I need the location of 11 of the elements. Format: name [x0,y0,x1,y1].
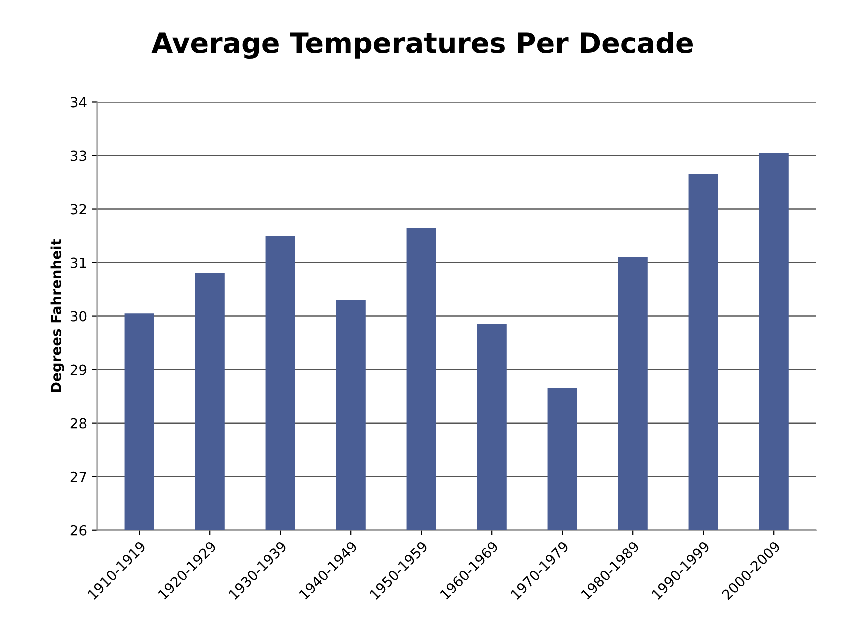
y-tick-label: 26 [70,525,87,536]
y-tick-label: 27 [70,472,86,482]
y-tick-label: 33 [70,150,86,162]
chart-title: Average Temperatures Per Decade [152,32,693,60]
y-tick-label: 30 [70,311,87,322]
y-tick-label: 34 [70,97,87,108]
y-axis-title: Degrees Fahrenheit [50,239,64,392]
y-tick-label: 31 [70,258,86,268]
y-tick-label: 32 [70,204,86,215]
y-tick-label: 28 [70,418,87,429]
y-tick-label: 29 [70,364,87,376]
